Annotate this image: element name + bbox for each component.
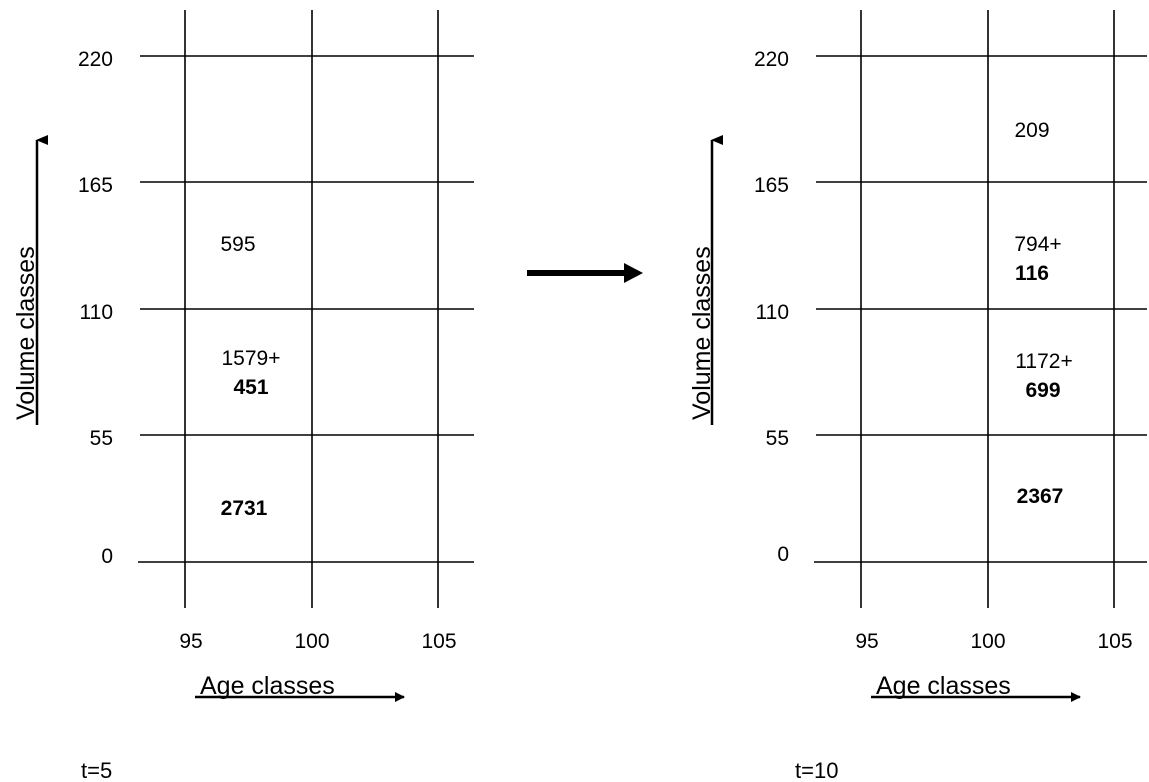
right-cell-116: 116 [1015, 262, 1049, 285]
right-y-tick-0: 0 [777, 543, 789, 566]
right-grid [814, 10, 1147, 608]
left-x-tick-105: 105 [421, 630, 456, 653]
left-cell-451: 451 [233, 376, 268, 399]
left-cell-1579: 1579+ [222, 347, 281, 370]
left-y-tick-55: 55 [90, 427, 113, 450]
right-x-axis-label: Age classes [876, 672, 1011, 700]
right-x-tick-105: 105 [1097, 630, 1132, 653]
left-y-tick-0: 0 [101, 545, 113, 568]
panel-right: 220 165 110 55 0 95 100 105 209 794+ 116… [688, 10, 1147, 782]
left-cell-595: 595 [220, 233, 255, 256]
right-cell-794: 794+ [1014, 233, 1061, 256]
left-x-axis-label: Age classes [200, 672, 335, 700]
right-cell-1172: 1172+ [1015, 350, 1072, 373]
left-time-label: t=5 [81, 758, 112, 782]
right-y-tick-165: 165 [754, 174, 789, 197]
right-x-tick-95: 95 [855, 630, 878, 653]
left-y-tick-110: 110 [80, 301, 113, 324]
left-grid [138, 10, 474, 608]
left-cell-2731: 2731 [221, 497, 268, 520]
left-x-tick-100: 100 [294, 630, 329, 653]
right-x-tick-100: 100 [970, 630, 1005, 653]
right-y-tick-110: 110 [756, 301, 789, 324]
left-x-tick-95: 95 [179, 630, 202, 653]
right-cell-2367: 2367 [1017, 485, 1064, 508]
right-cell-209: 209 [1014, 119, 1049, 142]
right-y-tick-55: 55 [766, 427, 789, 450]
left-y-tick-165: 165 [78, 174, 113, 197]
right-cell-699: 699 [1025, 379, 1060, 402]
right-y-axis-label: Volume classes [688, 246, 716, 420]
left-y-axis-label: Volume classes [12, 246, 40, 420]
panel-left: 220 165 110 55 0 95 100 105 595 1579+ 45… [12, 10, 474, 782]
left-y-tick-220: 220 [78, 48, 113, 71]
right-time-label: t=10 [795, 758, 838, 782]
transition-arrow-head [624, 263, 643, 283]
right-y-tick-220: 220 [754, 48, 789, 71]
